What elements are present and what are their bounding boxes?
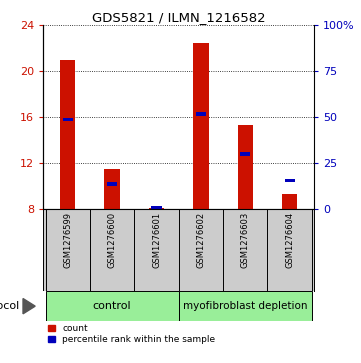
Bar bbox=[196, 112, 206, 115]
Bar bbox=[179, 291, 312, 321]
Bar bbox=[107, 182, 117, 185]
Bar bbox=[238, 125, 253, 209]
Legend: count, percentile rank within the sample: count, percentile rank within the sample bbox=[48, 325, 216, 344]
Text: control: control bbox=[93, 301, 131, 311]
Text: GSM1276599: GSM1276599 bbox=[63, 212, 72, 268]
Text: GSM1276604: GSM1276604 bbox=[285, 212, 294, 268]
Bar bbox=[152, 206, 162, 210]
Text: protocol: protocol bbox=[0, 301, 19, 311]
Bar bbox=[193, 42, 209, 209]
Bar bbox=[45, 291, 179, 321]
Polygon shape bbox=[23, 298, 35, 314]
Text: GSM1276602: GSM1276602 bbox=[196, 212, 205, 268]
Bar bbox=[63, 118, 73, 121]
Bar bbox=[60, 60, 75, 209]
Text: GSM1276603: GSM1276603 bbox=[241, 212, 250, 268]
Text: GSM1276600: GSM1276600 bbox=[108, 212, 117, 268]
Bar bbox=[282, 194, 297, 209]
Bar bbox=[240, 152, 250, 156]
Title: GDS5821 / ILMN_1216582: GDS5821 / ILMN_1216582 bbox=[92, 11, 265, 24]
Bar bbox=[149, 208, 164, 209]
Bar bbox=[284, 179, 295, 182]
Bar bbox=[104, 169, 120, 209]
Text: myofibroblast depletion: myofibroblast depletion bbox=[183, 301, 308, 311]
Text: GSM1276601: GSM1276601 bbox=[152, 212, 161, 268]
